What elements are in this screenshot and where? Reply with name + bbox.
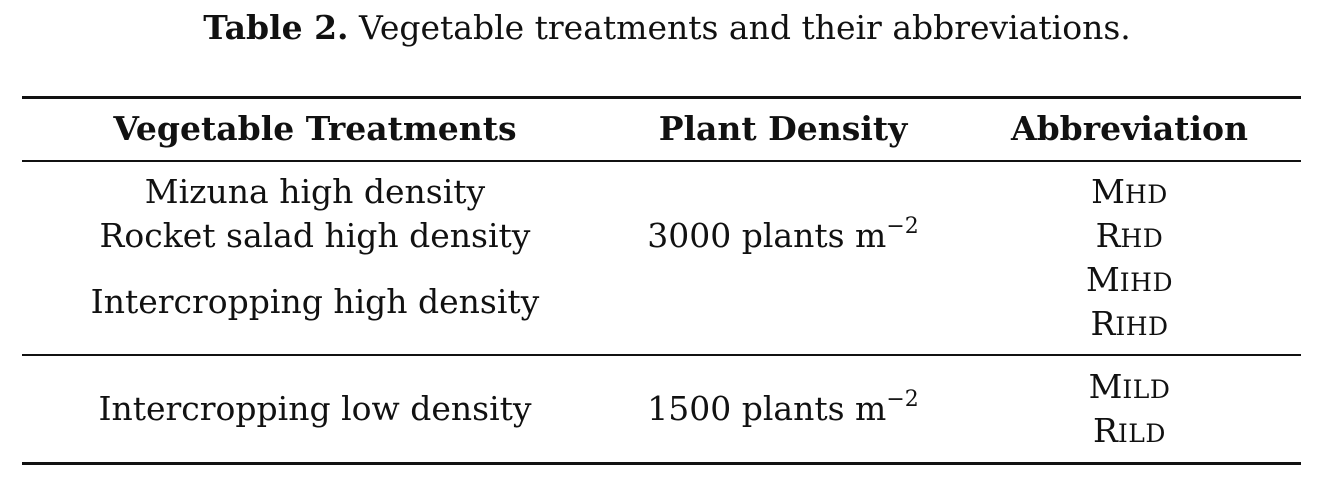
group-separator-rule bbox=[22, 354, 1301, 356]
header-plant-density: Plant Density bbox=[658, 109, 908, 148]
abbreviation-rild: RILD bbox=[958, 409, 1301, 456]
header-abbreviation: Abbreviation bbox=[1010, 109, 1248, 148]
treatment-mizuna-high-density: Mizuna high density bbox=[144, 172, 486, 211]
abbr-first-letter: M bbox=[1091, 172, 1125, 211]
caption-label: Table 2. bbox=[203, 8, 349, 47]
abbr-rest: IHD bbox=[1115, 312, 1169, 341]
abbr-rest: IHD bbox=[1119, 268, 1174, 297]
abbr-rest: ILD bbox=[1117, 419, 1166, 448]
table-bottom-rule bbox=[22, 462, 1301, 465]
abbr-first-letter: M bbox=[1088, 367, 1123, 406]
table-caption: Table 2. Vegetable treatments and their … bbox=[0, 8, 1334, 48]
treatment-intercropping-high-density: Intercropping high density bbox=[90, 282, 540, 321]
abbr-first-letter: R bbox=[1090, 304, 1116, 343]
header-rule bbox=[22, 160, 1301, 162]
header-vegetable-treatments: Vegetable Treatments bbox=[113, 109, 517, 148]
density-high-value: 3000 plants m bbox=[647, 216, 887, 255]
abbr-first-letter: R bbox=[1093, 411, 1118, 450]
density-low: 1500 plants m−2 bbox=[608, 387, 958, 431]
abbreviation-mihd: MIHD bbox=[958, 258, 1301, 305]
abbr-rest: HD bbox=[1124, 180, 1168, 209]
caption-text: Vegetable treatments and their abbreviat… bbox=[359, 8, 1131, 47]
density-high-exponent: −2 bbox=[886, 214, 919, 239]
abbr-rest: ILD bbox=[1122, 375, 1171, 404]
treatment-intercropping-low-density: Intercropping low density bbox=[98, 389, 532, 428]
abbr-first-letter: M bbox=[1085, 260, 1120, 299]
density-high: 3000 plants m−2 bbox=[608, 214, 958, 258]
abbr-rest: HD bbox=[1120, 224, 1164, 253]
abbr-first-letter: R bbox=[1095, 216, 1121, 255]
abbreviation-mhd: MHD bbox=[958, 170, 1301, 217]
density-low-exponent: −2 bbox=[886, 387, 919, 412]
abbreviation-rhd: RHD bbox=[958, 214, 1301, 261]
table-top-rule bbox=[22, 96, 1301, 99]
abbreviation-rihd: RIHD bbox=[958, 302, 1301, 349]
treatment-rocket-salad-high-density: Rocket salad high density bbox=[99, 216, 531, 255]
abbreviation-mild: MILD bbox=[958, 365, 1301, 412]
density-low-value: 1500 plants m bbox=[647, 389, 887, 428]
